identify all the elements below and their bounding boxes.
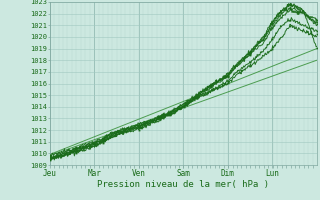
- X-axis label: Pression niveau de la mer( hPa ): Pression niveau de la mer( hPa ): [97, 180, 269, 189]
